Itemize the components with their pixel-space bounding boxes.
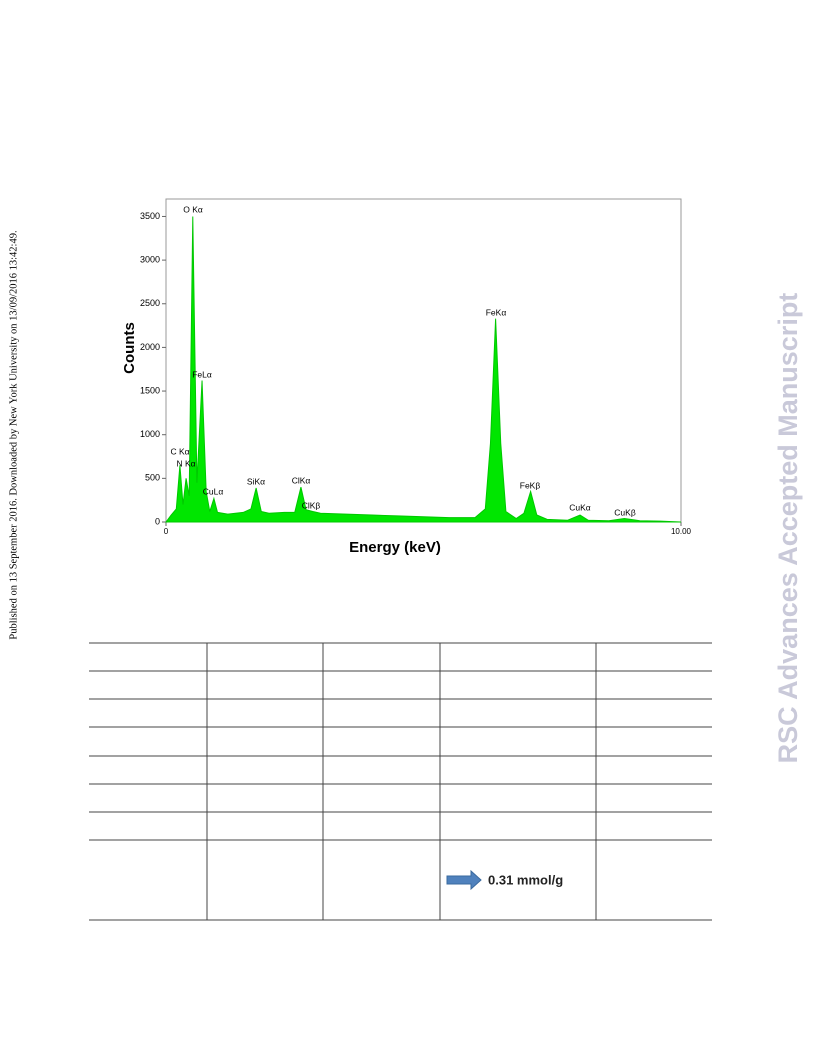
peak-label: O Kα xyxy=(183,204,203,214)
peak-label: CuLα xyxy=(203,486,224,496)
peak-label: ClKα xyxy=(292,475,311,485)
peak-label: CuKα xyxy=(569,502,591,512)
peak-label: FeKβ xyxy=(520,480,541,490)
plot-frame xyxy=(165,198,682,523)
y-tick-label: 0 xyxy=(155,516,160,526)
x-tick-label: 0 xyxy=(164,527,169,536)
peak-label: N Kα xyxy=(176,458,195,468)
peak-label: SiKα xyxy=(247,476,265,486)
y-tick-label: 2500 xyxy=(140,298,160,308)
peak-label: FeKα xyxy=(486,307,507,317)
y-tick-label: 3000 xyxy=(140,254,160,264)
y-tick-label: 500 xyxy=(145,473,160,483)
side-note: Published on 13 September 2016. Download… xyxy=(8,230,19,639)
y-tick-label: 2000 xyxy=(140,342,160,352)
y-tick-label: 3500 xyxy=(140,211,160,221)
x-axis-label: Energy (keV) xyxy=(349,539,441,556)
x-tick-label: 10.00 xyxy=(671,527,692,536)
spectrum-area xyxy=(165,216,682,523)
y-axis-label: Counts xyxy=(121,322,138,374)
y-tick-label: 1000 xyxy=(140,429,160,439)
peak-label: CuKβ xyxy=(614,507,636,517)
peak-label: FeLα xyxy=(192,369,212,379)
peak-label: ClKβ xyxy=(302,500,321,510)
watermark: RSC Advances Accepted Manuscript xyxy=(773,293,803,764)
arrow-icon xyxy=(446,869,482,891)
y-tick-label: 1500 xyxy=(140,385,160,395)
table-result: 0.31 mmol/g xyxy=(488,872,563,887)
peak-label: C Kα xyxy=(170,446,189,456)
